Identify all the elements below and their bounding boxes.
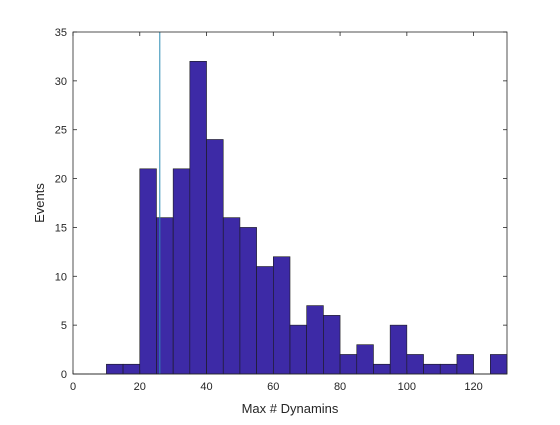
histogram-bar [172,168,191,375]
histogram-bar [189,61,207,375]
histogram-bar [139,168,157,375]
histogram-bar [456,354,474,375]
y-tick-label: 5 [61,320,67,332]
histogram-bar [356,344,374,375]
x-tick-label: 100 [398,381,416,393]
histogram-bar [339,354,358,375]
y-axis-label: Events [32,183,47,223]
y-tick-label: 15 [55,222,67,234]
histogram-bar [439,363,458,375]
histogram-bar [289,324,307,375]
x-tick-label: 0 [70,381,76,393]
histogram-bar [273,256,291,375]
histogram-bar [423,363,441,375]
histogram-bar [106,363,124,375]
x-tick-label: 60 [267,381,279,393]
y-tick-label: 0 [61,369,67,381]
y-tick-label: 35 [55,27,67,39]
bars-group [73,61,508,375]
histogram-bar [122,363,141,375]
axes-box [72,31,508,375]
y-tick-label: 20 [55,174,67,186]
histogram-bar [389,324,408,375]
y-tick-label: 30 [55,76,67,88]
histogram-bar [323,315,341,375]
histogram-bar [206,139,224,375]
x-tick-label: 120 [464,381,482,393]
histogram-bar [222,217,241,375]
histogram-bar [490,354,508,375]
y-tick-label: 10 [55,271,67,283]
x-tick-label: 20 [134,381,146,393]
y-ticks-group: 0 5 10 15 20 25 30 35 [55,27,507,381]
x-tick-label: 80 [334,381,346,393]
histogram-bar [156,217,174,375]
y-tick-label: 25 [55,125,67,137]
x-tick-label: 40 [200,381,212,393]
histogram-bar [373,363,391,375]
axes-group [72,31,508,375]
histogram-bar [239,227,257,375]
x-ticks-group: 0 20 40 60 80 100 120 [70,32,483,393]
histogram-bar [406,354,424,375]
histogram-bar [256,266,274,375]
histogram-bar [306,305,324,375]
x-axis-label: Max # Dynamins [242,401,339,416]
